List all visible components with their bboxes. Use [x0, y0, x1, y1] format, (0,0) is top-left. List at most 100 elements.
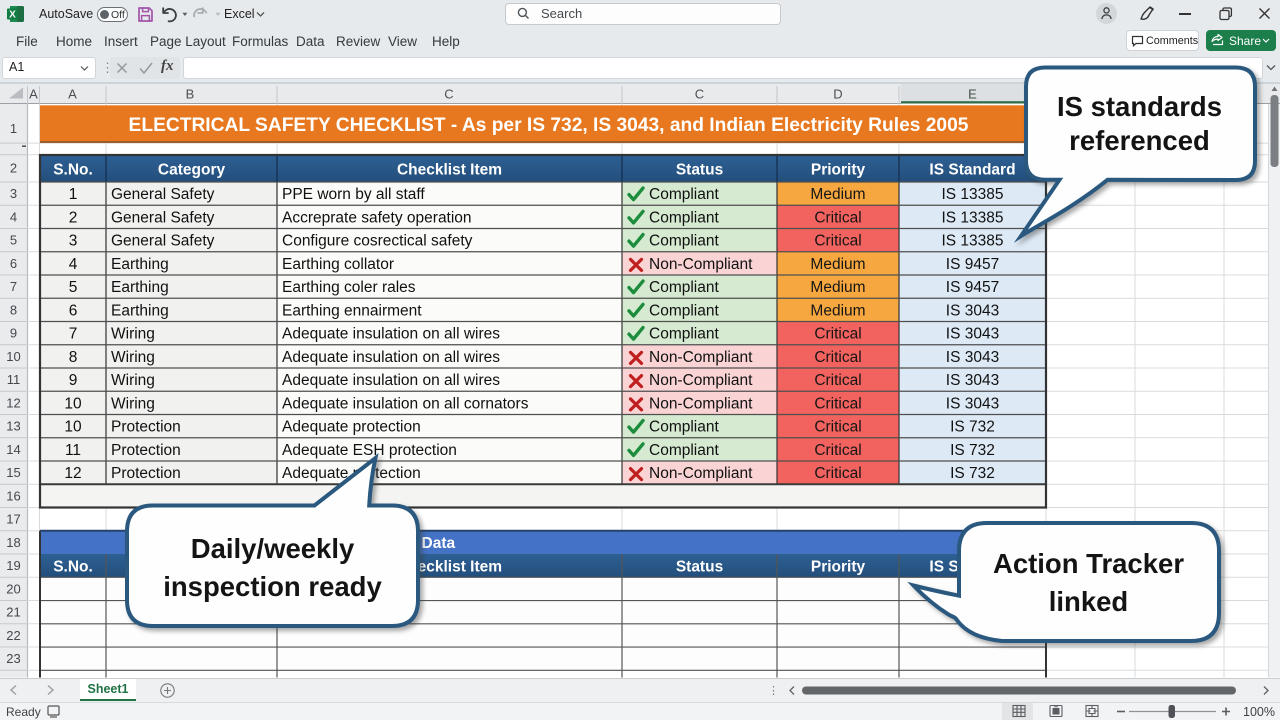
svg-text:Critical: Critical: [814, 419, 861, 436]
svg-text:Non-Compliant: Non-Compliant: [649, 372, 753, 389]
svg-text:Category: Category: [158, 162, 226, 179]
svg-text:Checklist Item: Checklist Item: [397, 559, 502, 576]
svg-text:E: E: [968, 87, 977, 102]
svg-text:A: A: [29, 87, 38, 102]
svg-text:12: 12: [64, 465, 81, 482]
svg-text:IS 732: IS 732: [950, 442, 995, 459]
svg-text:IS 13385: IS 13385: [941, 186, 1003, 203]
svg-text:IS 3043: IS 3043: [946, 302, 999, 319]
svg-text:IS 3043: IS 3043: [946, 349, 999, 366]
svg-text:Medium: Medium: [810, 186, 865, 203]
svg-text:8: 8: [10, 302, 17, 317]
svg-text:Configure cosrectical safety: Configure cosrectical safety: [282, 233, 473, 250]
svg-text:Compliant: Compliant: [649, 279, 719, 296]
svg-text:Protection: Protection: [111, 465, 181, 482]
svg-text:11: 11: [7, 372, 21, 387]
svg-text:Critical: Critical: [814, 372, 861, 389]
svg-text:Priority: Priority: [811, 559, 866, 576]
svg-text:Critical: Critical: [814, 465, 861, 482]
svg-text:Compliant: Compliant: [649, 419, 719, 436]
svg-text:C: C: [695, 87, 704, 102]
svg-text:10: 10: [64, 395, 82, 412]
svg-text:PPE worn by all staff: PPE worn by all staff: [282, 186, 425, 203]
svg-text:16: 16: [6, 488, 20, 503]
svg-text:A: A: [68, 87, 77, 102]
svg-text:Priority: Priority: [811, 162, 866, 179]
svg-text:10: 10: [64, 419, 82, 436]
svg-text:ELECTRICAL SAFETY CHECKLIST -: ELECTRICAL SAFETY CHECKLIST - As per IS …: [129, 115, 969, 136]
svg-text:Compliant: Compliant: [649, 302, 719, 319]
svg-text:IS 9457: IS 9457: [946, 256, 999, 273]
svg-text:Non-Compliant: Non-Compliant: [649, 465, 753, 482]
svg-text:9: 9: [69, 372, 78, 389]
svg-text:19: 19: [6, 558, 20, 573]
svg-text:3: 3: [69, 233, 78, 250]
svg-text:Critical: Critical: [814, 209, 861, 226]
svg-text:Wiring: Wiring: [111, 395, 155, 412]
svg-text:21: 21: [6, 605, 20, 620]
svg-text:17: 17: [6, 512, 20, 527]
svg-text:Critical: Critical: [814, 349, 861, 366]
svg-text:linked: linked: [1049, 586, 1128, 617]
svg-text:Compliant: Compliant: [649, 442, 719, 459]
svg-text:Adequate insulation on all cor: Adequate insulation on all cornators: [282, 395, 529, 412]
svg-text:14: 14: [6, 442, 20, 457]
svg-text:IS 732: IS 732: [950, 419, 995, 436]
svg-text:inspection ready: inspection ready: [163, 571, 382, 602]
svg-text:Wiring: Wiring: [111, 372, 155, 389]
svg-text:5: 5: [10, 233, 17, 248]
svg-text:13: 13: [6, 419, 20, 434]
svg-text:Status: Status: [676, 559, 723, 576]
svg-text:11: 11: [65, 442, 81, 459]
svg-text:7: 7: [69, 326, 78, 343]
svg-text:9: 9: [10, 326, 17, 341]
svg-text:Non-Compliant: Non-Compliant: [649, 395, 753, 412]
svg-text:Critical: Critical: [814, 442, 861, 459]
svg-text:Protection: Protection: [111, 419, 181, 436]
svg-text:Wiring: Wiring: [111, 349, 155, 366]
svg-text:Adequate insulation on all wir: Adequate insulation on all wires: [282, 349, 500, 366]
svg-text:IS Standard: IS Standard: [929, 162, 1015, 179]
svg-text:Critical: Critical: [814, 395, 861, 412]
svg-text:IS 3043: IS 3043: [946, 326, 999, 343]
svg-text:IS standards: IS standards: [1057, 91, 1222, 122]
svg-text:Adequate ESH protection: Adequate ESH protection: [282, 442, 457, 459]
svg-text:2: 2: [69, 209, 78, 226]
svg-text:Wiring: Wiring: [111, 326, 155, 343]
svg-text:Medium: Medium: [810, 256, 865, 273]
svg-text:General Safety: General Safety: [111, 186, 215, 203]
svg-text:Compliant: Compliant: [649, 186, 719, 203]
svg-text:Earthing coler rales: Earthing coler rales: [282, 279, 416, 296]
svg-text:23: 23: [6, 651, 20, 666]
svg-text:S.No.: S.No.: [53, 162, 93, 179]
svg-text:Protection: Protection: [111, 442, 181, 459]
svg-text:IS 13385: IS 13385: [941, 233, 1003, 250]
svg-text:IS 3043: IS 3043: [946, 372, 999, 389]
svg-text:X: X: [9, 10, 16, 21]
svg-text:22: 22: [6, 628, 20, 643]
svg-text:15: 15: [6, 465, 20, 480]
svg-text:4: 4: [10, 209, 17, 224]
svg-text:Compliant: Compliant: [649, 326, 719, 343]
svg-text:7: 7: [10, 279, 17, 294]
svg-text:5: 5: [69, 279, 78, 296]
svg-text:Earthing collator: Earthing collator: [282, 256, 394, 273]
svg-text:8: 8: [69, 349, 78, 366]
svg-text:6: 6: [69, 302, 78, 319]
svg-text:Earthing: Earthing: [111, 256, 169, 273]
svg-text:1: 1: [69, 186, 78, 203]
svg-text:Accreprate safety operation: Accreprate safety operation: [282, 209, 472, 226]
svg-text:C: C: [444, 87, 453, 102]
svg-text:Earthing ennairment: Earthing ennairment: [282, 302, 422, 319]
svg-text:D: D: [833, 87, 842, 102]
svg-text:Critical: Critical: [814, 326, 861, 343]
svg-text:Earthing: Earthing: [111, 302, 169, 319]
svg-text:Adequate protection: Adequate protection: [282, 465, 421, 482]
svg-text:12: 12: [6, 395, 20, 410]
svg-text:1: 1: [10, 121, 17, 136]
svg-text:Medium: Medium: [810, 302, 865, 319]
svg-text:IS 3043: IS 3043: [946, 395, 999, 412]
svg-text:20: 20: [6, 581, 20, 596]
svg-text:Adequate insulation on all wir: Adequate insulation on all wires: [282, 326, 500, 343]
svg-text:General Safety: General Safety: [111, 209, 215, 226]
